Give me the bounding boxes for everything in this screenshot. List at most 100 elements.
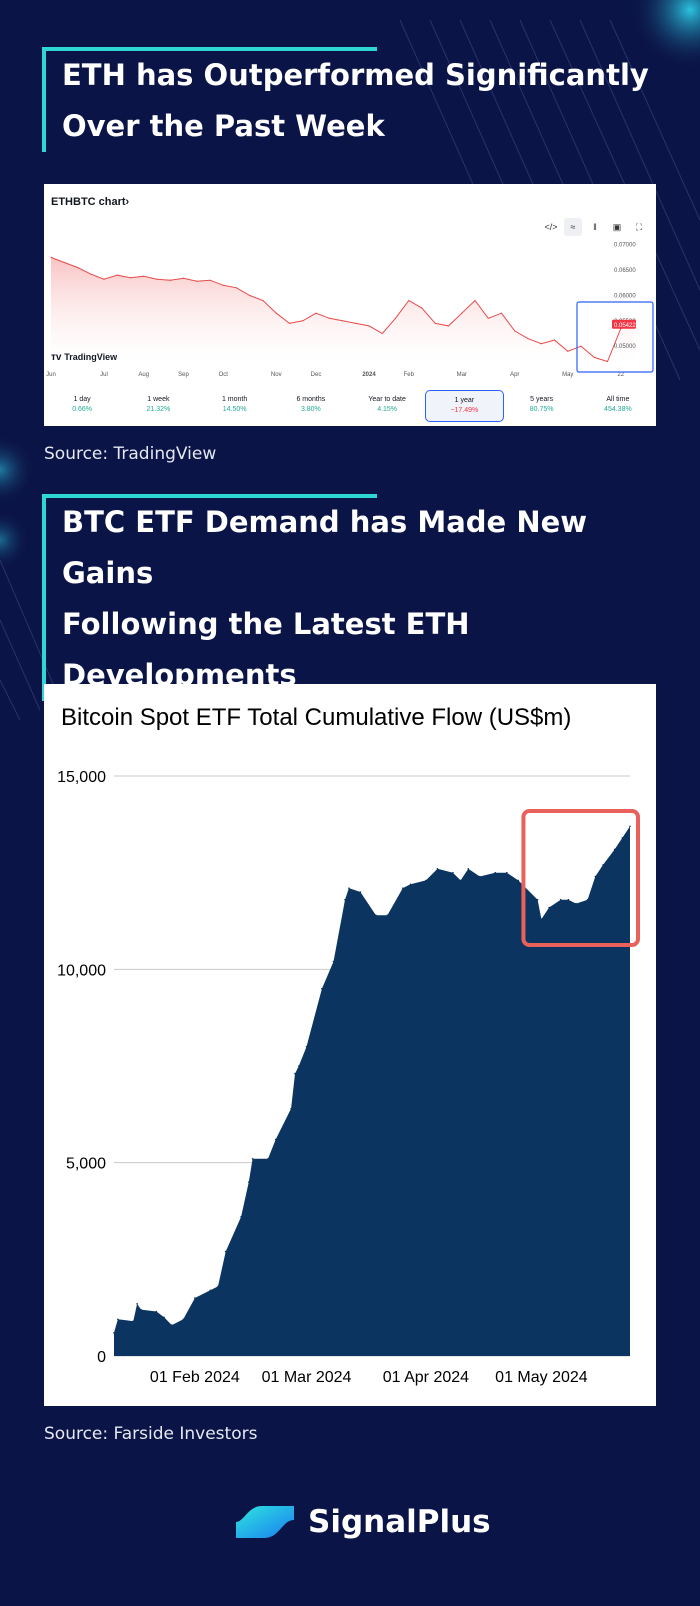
signalplus-logo: SignalPlus bbox=[234, 1500, 491, 1544]
etf-point bbox=[274, 1138, 277, 1141]
etf-point bbox=[117, 1318, 119, 1321]
etf-point bbox=[559, 898, 562, 901]
ethbtc-point bbox=[580, 345, 582, 347]
candles-icon[interactable]: ‖ bbox=[593, 222, 597, 232]
section1-heading: ETH has Outperformed Significantly Over … bbox=[42, 47, 662, 152]
heading-line: Over the Past Week bbox=[62, 109, 385, 143]
ethbtc-point bbox=[76, 266, 79, 269]
ethbtc-point bbox=[447, 325, 450, 327]
etf-point bbox=[224, 1250, 227, 1253]
ethbtc-point bbox=[143, 275, 145, 277]
etf-point bbox=[452, 871, 454, 874]
etf-point bbox=[479, 875, 481, 878]
etf-point bbox=[567, 898, 570, 901]
etf-point bbox=[517, 879, 520, 882]
period-option[interactable]: All time 454.38% bbox=[580, 390, 656, 422]
ethbtc-point bbox=[527, 338, 529, 340]
ethbtc-point bbox=[487, 317, 489, 319]
etf-point bbox=[305, 1045, 308, 1048]
highlight-box bbox=[576, 301, 654, 373]
etf-point bbox=[332, 960, 335, 963]
etf-point bbox=[586, 898, 589, 901]
x-tick-label: Oct bbox=[219, 372, 229, 378]
ethbtc-point bbox=[341, 320, 344, 322]
period-label: 1 month bbox=[221, 396, 248, 403]
ethbtc-point bbox=[116, 274, 118, 276]
y-tick-label: 0.05000 bbox=[614, 344, 636, 350]
etf-point bbox=[182, 1318, 185, 1321]
period-option[interactable]: 1 month 14.50% bbox=[197, 390, 273, 422]
etf-flow-chart-card: Bitcoin Spot ETF Total Cumulative Flow (… bbox=[44, 684, 656, 1406]
ethbtc-point bbox=[434, 322, 436, 324]
period-option[interactable]: 6 months 3.80% bbox=[273, 390, 349, 422]
period-option[interactable]: Year to date 4.15% bbox=[349, 390, 425, 422]
x-tick-label: Jul bbox=[100, 372, 108, 378]
ethbtc-point bbox=[553, 339, 556, 341]
x-tick-label: 01 Mar 2024 bbox=[262, 1369, 352, 1386]
etf-point bbox=[194, 1297, 196, 1299]
period-option[interactable]: 5 years 80.75% bbox=[504, 390, 580, 422]
period-selector: 1 day 0.66% 1 week 21.32% 1 month 14.50% 6 mon… bbox=[44, 390, 656, 422]
etf-point bbox=[594, 875, 597, 878]
period-option[interactable]: 1 week 21.32% bbox=[120, 390, 196, 422]
etf-point bbox=[505, 871, 508, 874]
period-change: 0.66% bbox=[72, 406, 93, 413]
x-tick-label: Apr bbox=[510, 372, 519, 378]
ethbtc-point bbox=[514, 330, 516, 332]
x-tick-label: 2024 bbox=[362, 372, 376, 378]
embed-icon[interactable]: </> bbox=[544, 222, 558, 232]
etf-point bbox=[247, 1181, 250, 1183]
ethbtc-point bbox=[103, 278, 105, 280]
etf-point bbox=[298, 1065, 300, 1067]
etf-point bbox=[425, 879, 427, 882]
etf-point bbox=[548, 906, 550, 909]
camera-icon[interactable]: ▣ bbox=[612, 222, 622, 232]
heading-line: BTC ETF Demand has Made New Gains bbox=[62, 505, 588, 590]
ethbtc-point bbox=[368, 325, 370, 327]
ethbtc-point bbox=[50, 256, 52, 258]
tradingview-logo: ᴛᴠ TradingView bbox=[51, 352, 118, 363]
y-tick-label: 15,000 bbox=[57, 769, 106, 786]
ethbtc-point bbox=[129, 277, 132, 279]
period-change: 80.75% bbox=[529, 406, 554, 413]
ethbtc-point bbox=[500, 312, 503, 314]
y-tick-label: 5,000 bbox=[66, 1156, 106, 1173]
etf-point bbox=[459, 879, 462, 882]
heading-line: Following the Latest ETH bbox=[62, 607, 470, 641]
period-label: All time bbox=[606, 396, 630, 403]
period-change: −17.49% bbox=[450, 407, 479, 414]
etf-point bbox=[375, 914, 377, 916]
period-label: 1 week bbox=[147, 396, 170, 403]
etf-point bbox=[602, 864, 604, 866]
etf-point bbox=[290, 1107, 292, 1110]
x-tick-label: Jun bbox=[46, 372, 56, 378]
fullscreen-icon[interactable]: ⛶ bbox=[635, 222, 643, 232]
chart-title[interactable]: ETHBTC chart› bbox=[51, 196, 130, 208]
ethbtc-point bbox=[540, 343, 542, 345]
etf-point bbox=[536, 898, 539, 901]
period-option[interactable]: 1 year −17.49% bbox=[425, 390, 504, 422]
period-label: 1 year bbox=[454, 397, 475, 404]
ethbtc-point bbox=[355, 322, 357, 324]
etf-point bbox=[436, 868, 439, 870]
highlight-box bbox=[521, 809, 640, 947]
ethbtc-point bbox=[567, 350, 569, 352]
brand-name: SignalPlus bbox=[308, 1504, 491, 1540]
period-option[interactable]: 1 day 0.66% bbox=[44, 390, 120, 422]
etf-point bbox=[321, 987, 323, 990]
signalplus-mark-icon bbox=[236, 1506, 294, 1538]
x-tick-label: Nov bbox=[271, 372, 282, 378]
last-value-badge bbox=[612, 319, 636, 329]
x-tick-label: Dec bbox=[311, 372, 322, 378]
ethbtc-point bbox=[461, 312, 463, 314]
ethbtc-point bbox=[63, 261, 65, 264]
source-caption: Source: Farside Investors bbox=[44, 1424, 258, 1444]
etf-point bbox=[217, 1285, 219, 1288]
area-chart-icon[interactable]: ≈ bbox=[564, 218, 582, 236]
x-tick-label: 01 Apr 2024 bbox=[383, 1369, 469, 1386]
etf-point bbox=[409, 883, 412, 886]
period-change: 3.80% bbox=[300, 406, 321, 413]
heading-line: ETH has Outperformed Significantly bbox=[62, 58, 649, 92]
heading-accent-bar bbox=[42, 47, 377, 51]
ethbtc-point bbox=[182, 277, 185, 279]
